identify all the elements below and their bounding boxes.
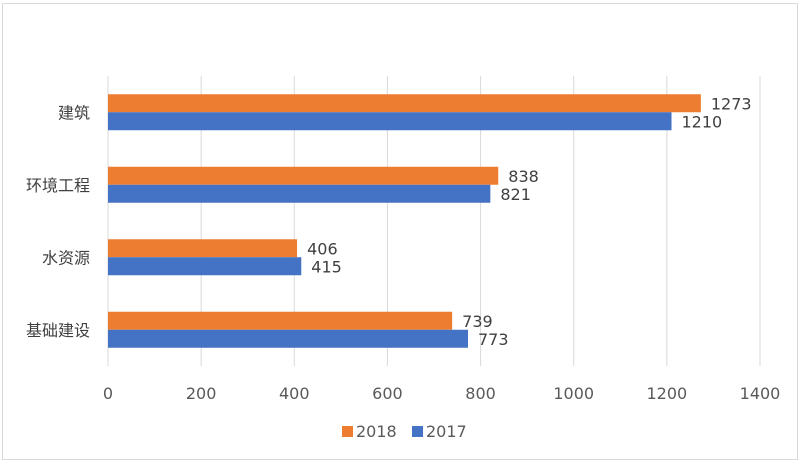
x-tick-label: 600 [372, 384, 403, 403]
x-tick-label: 1200 [646, 384, 687, 403]
bar-2018 [108, 311, 453, 330]
x-tick-label: 400 [279, 384, 310, 403]
bars [108, 94, 701, 348]
data-label: 773 [478, 330, 509, 349]
bar-2018 [108, 166, 499, 185]
bar-2017 [108, 329, 468, 348]
legend-swatch-2018 [342, 426, 353, 437]
data-label: 415 [311, 257, 342, 276]
bar-2018 [108, 94, 701, 113]
bar-2017 [108, 112, 672, 131]
legend-label-2017: 2017 [426, 422, 467, 441]
category-label: 基础建设 [26, 321, 90, 340]
x-tick-label: 1400 [740, 384, 781, 403]
legend-label-2018: 2018 [356, 422, 397, 441]
data-label: 821 [500, 185, 531, 204]
data-label: 838 [508, 167, 539, 186]
bar-2017 [108, 257, 302, 276]
category-label: 环境工程 [26, 176, 90, 195]
category-label: 建筑 [58, 103, 90, 122]
x-tick-label: 1000 [553, 384, 594, 403]
legend: 2018 2017 [342, 422, 467, 441]
bar-2017 [108, 184, 491, 203]
data-label: 1210 [682, 112, 723, 131]
chart-frame [2, 3, 798, 460]
data-label: 406 [307, 239, 338, 258]
x-tick-label: 0 [103, 384, 113, 403]
x-tick-label: 200 [186, 384, 217, 403]
data-label: 1273 [711, 94, 752, 113]
x-tick-labels: 0 200 400 600 800 1000 1200 1400 [103, 384, 780, 403]
category-label: 水资源 [42, 248, 90, 267]
bar-2018 [108, 239, 298, 258]
x-tick-label: 800 [465, 384, 496, 403]
legend-swatch-2017 [412, 426, 423, 437]
data-label: 739 [462, 312, 493, 331]
